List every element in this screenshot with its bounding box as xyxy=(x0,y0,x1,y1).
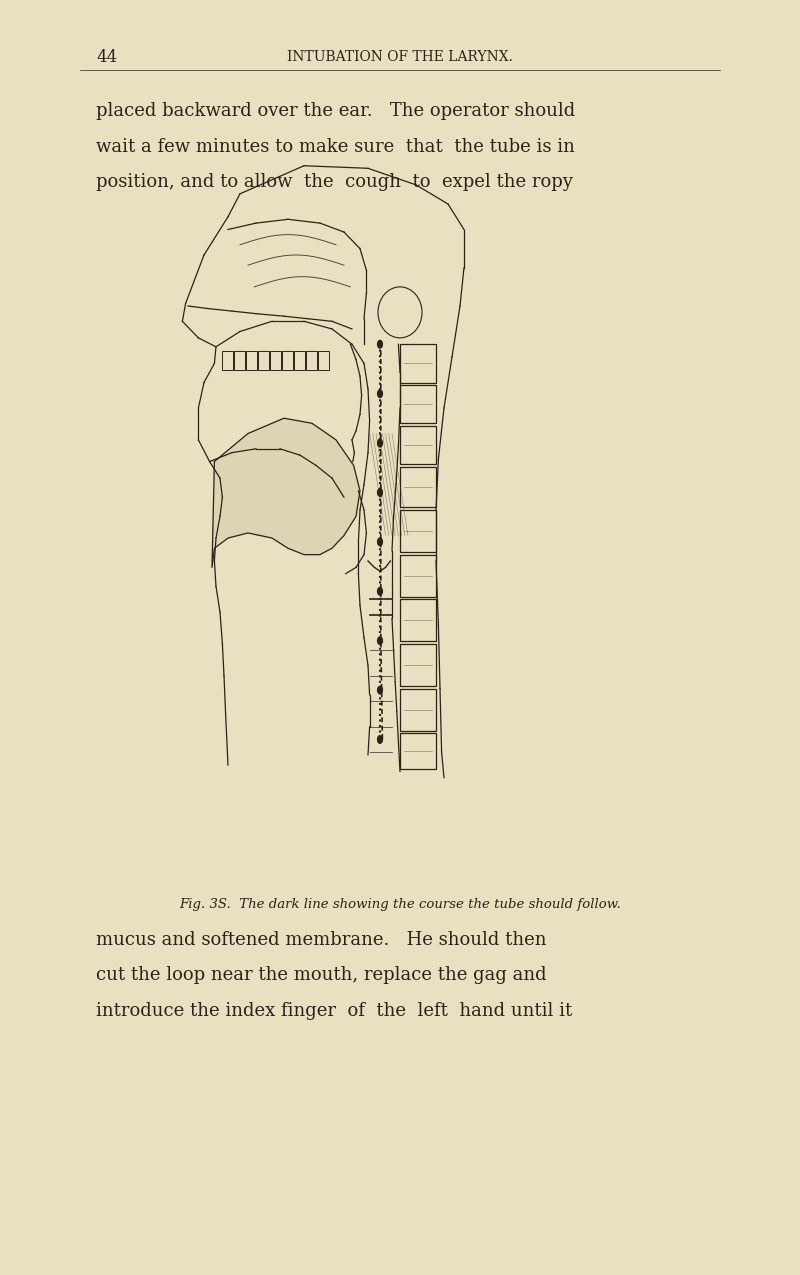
Bar xyxy=(246,351,257,370)
Circle shape xyxy=(378,686,382,694)
Text: mucus and softened membrane.   He should then: mucus and softened membrane. He should t… xyxy=(96,931,546,949)
Bar xyxy=(400,467,436,507)
Text: INTUBATION OF THE LARYNX.: INTUBATION OF THE LARYNX. xyxy=(287,51,513,64)
Bar xyxy=(258,351,269,370)
Circle shape xyxy=(378,340,382,348)
Text: introduce the index finger  of  the  left  hand until it: introduce the index finger of the left h… xyxy=(96,1002,572,1020)
Bar xyxy=(270,351,281,370)
Circle shape xyxy=(378,538,382,546)
Text: Fig. 3S.  The dark line showing the course the tube should follow.: Fig. 3S. The dark line showing the cours… xyxy=(179,898,621,910)
Circle shape xyxy=(378,736,382,743)
Text: placed backward over the ear.   The operator should: placed backward over the ear. The operat… xyxy=(96,102,575,120)
Bar xyxy=(400,510,436,552)
Bar xyxy=(400,344,436,382)
Text: position, and to allow  the  cough  to  expel the ropy: position, and to allow the cough to expe… xyxy=(96,173,573,191)
Circle shape xyxy=(378,636,382,645)
Bar xyxy=(282,351,293,370)
Bar xyxy=(400,555,436,597)
Bar xyxy=(400,733,436,769)
Circle shape xyxy=(378,390,382,398)
Bar xyxy=(400,599,436,641)
Bar xyxy=(222,351,233,370)
Text: cut the loop near the mouth, replace the gag and: cut the loop near the mouth, replace the… xyxy=(96,966,546,984)
Bar xyxy=(318,351,329,370)
Polygon shape xyxy=(212,418,360,567)
Bar xyxy=(306,351,317,370)
Circle shape xyxy=(378,488,382,496)
Bar xyxy=(400,426,436,464)
Bar xyxy=(400,688,436,731)
Bar xyxy=(400,385,436,423)
Bar xyxy=(400,644,436,686)
Text: wait a few minutes to make sure  that  the tube is in: wait a few minutes to make sure that the… xyxy=(96,138,575,156)
Bar xyxy=(234,351,245,370)
Bar xyxy=(294,351,305,370)
Text: 44: 44 xyxy=(96,48,118,66)
Circle shape xyxy=(378,439,382,448)
Circle shape xyxy=(378,588,382,595)
